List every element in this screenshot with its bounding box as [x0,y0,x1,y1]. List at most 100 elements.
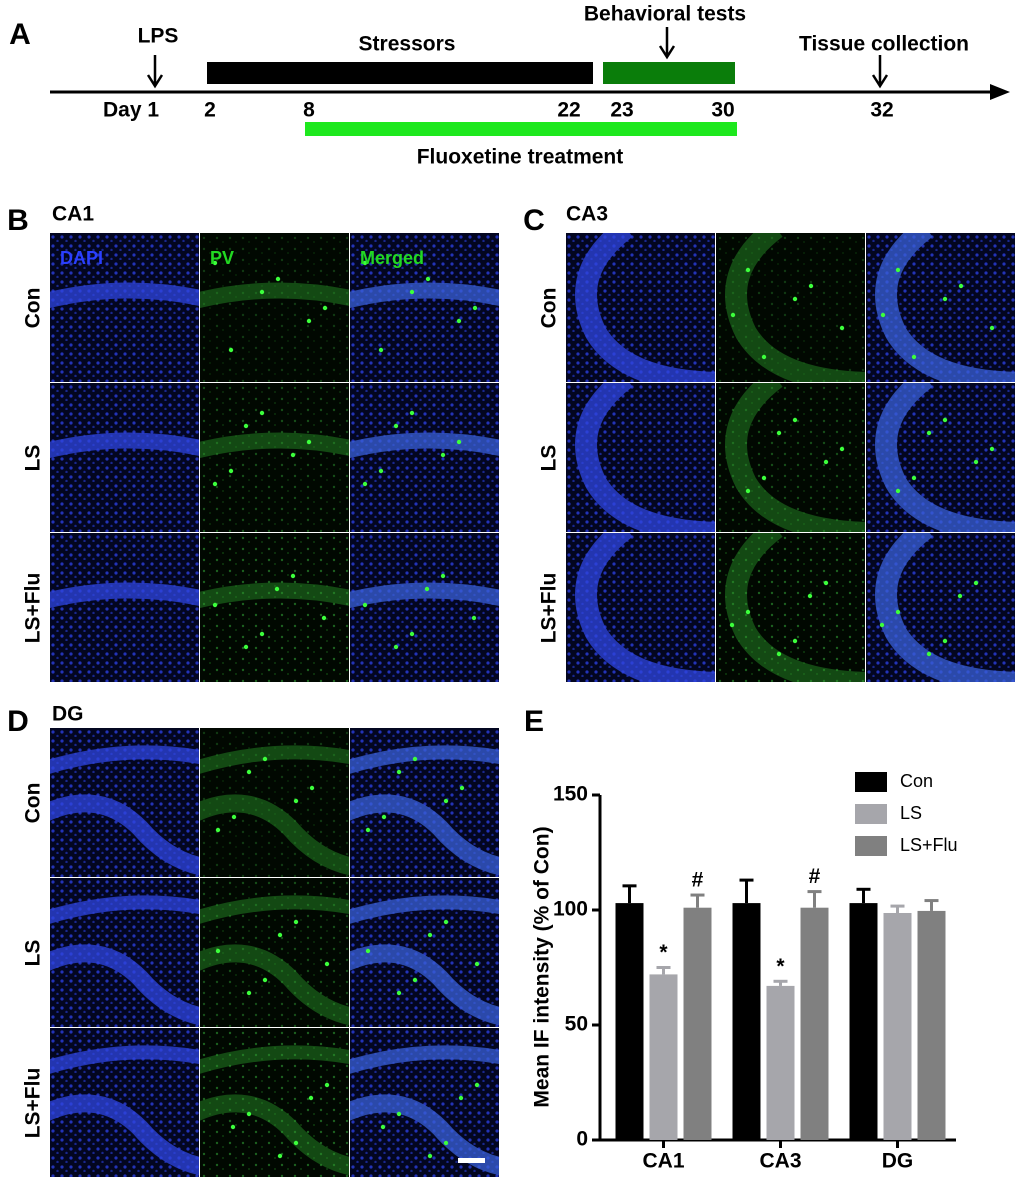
group-label: LS [538,445,561,472]
pv-cell [259,289,265,295]
significance-mark: * [776,955,785,978]
pv-cell [412,977,418,983]
cell-layer [50,794,199,876]
micrograph [716,233,865,382]
group-label: LS+Flu [22,1068,45,1139]
pv-cell [309,785,315,791]
pv-speckle [716,533,865,682]
pv-cell [306,318,312,324]
pv-cell [424,586,430,592]
event-label: LPS [138,25,179,48]
day-label: 32 [870,99,893,122]
pv-cell [293,919,299,925]
significance-mark: * [659,941,668,964]
pv-cell [443,798,449,804]
pv-cell [942,417,948,423]
channel-label: PV [210,248,234,268]
legend-label: Con [900,771,933,791]
pv-cell [792,417,798,423]
behavior-bar [603,62,735,84]
pv-cell [443,1140,449,1146]
bar [849,903,878,1140]
cell-layer [575,533,715,682]
micrograph: PV [200,233,349,382]
cell-layer [575,233,715,382]
cell-layer [50,944,199,1026]
micrograph [350,728,499,877]
pv-cell [396,769,402,775]
micrograph [350,878,499,1027]
pv-cell [440,573,446,579]
group-label: LS [22,940,45,967]
arrows [146,27,889,89]
panel-label: E [524,705,544,738]
pv-cell [231,814,237,820]
group-label: LS+Flu [22,573,45,644]
cell-layer [200,895,349,924]
cell-layer [350,1094,499,1176]
pv-cell [443,919,449,925]
pv-cell [879,622,885,628]
pv-cell [262,756,268,762]
pv-cell [215,948,221,954]
pv-cell [393,644,399,650]
pv-cell [274,586,280,592]
bar [649,974,678,1140]
pv-cell [459,785,465,791]
cell-layer [350,745,499,774]
cell-layer [200,432,349,459]
pv-cell [362,602,368,608]
significance-mark: # [692,869,704,892]
nuclei [350,383,499,532]
micrograph [50,383,199,532]
pv-cell [989,325,995,331]
pv-cell [745,609,751,615]
y-tick-label: 100 [553,898,588,921]
micrograph [200,728,349,877]
pv-cell [362,481,368,487]
cell-layer [725,233,865,382]
pv-cell [362,260,368,266]
cell-layer [200,282,349,309]
pv-cell [745,267,751,273]
nuclei [50,533,199,682]
micrograph [200,878,349,1027]
micrograph [350,1028,499,1177]
pv-speckle [716,383,865,532]
pv-cell [926,651,932,657]
channel-label: DAPI [60,248,103,268]
pv-cell [792,638,798,644]
micrograph [50,1028,199,1177]
region-label: DG [52,703,84,726]
cell-layer [575,383,715,532]
micrograph [716,383,865,532]
pv-cell [776,430,782,436]
pv-cell [409,410,415,416]
pv-cell [926,430,932,436]
cell-layer [350,895,499,924]
cell-layer [875,533,1015,682]
significance-mark: # [809,865,821,888]
pv-cell [895,267,901,273]
pv-cell [942,296,948,302]
y-axis-label: Mean IF intensity (% of Con) [531,826,554,1107]
pv-cell [293,798,299,804]
pv-cell [246,1111,252,1117]
bar [766,985,795,1140]
micrograph [566,533,715,682]
pv-cell [324,961,330,967]
pv-cell [308,1095,314,1101]
region-label: CA3 [566,203,608,226]
pv-cell [839,446,845,452]
pv-cell [243,644,249,650]
cell-layer [50,895,199,924]
micrograph [50,533,199,682]
pv-cell [427,1153,433,1159]
micrograph [50,878,199,1027]
micrograph [200,533,349,682]
micrograph [50,728,199,877]
pv-cell [396,990,402,996]
pv-speckle [200,728,349,877]
cell-layer [350,944,499,1026]
